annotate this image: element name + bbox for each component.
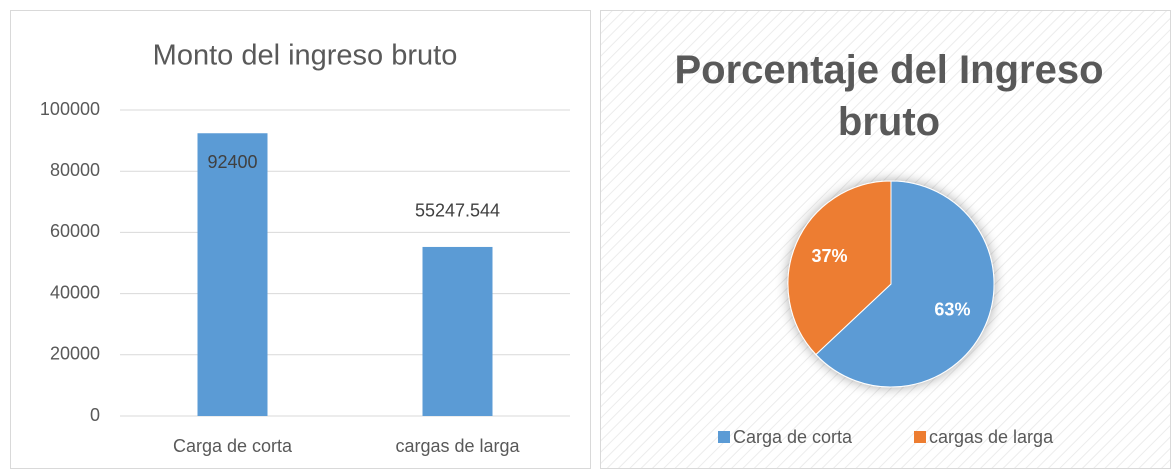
y-tick-label: 100000 [40, 99, 100, 119]
pie-slice [787, 180, 892, 356]
bar [197, 133, 268, 417]
data-label: 92400 [207, 152, 257, 172]
data-label: 37% [812, 246, 848, 266]
pie-slice [815, 180, 995, 388]
bar-panel [10, 10, 591, 469]
data-label: 63% [934, 299, 970, 319]
y-tick-label: 60000 [50, 221, 100, 241]
legend-swatch [718, 431, 730, 443]
data-label: 55247.544 [415, 201, 500, 221]
pie [787, 180, 995, 388]
x-tick-label: Carga de corta [173, 436, 293, 456]
y-tick-label: 80000 [50, 160, 100, 180]
x-tick-label: cargas de larga [395, 436, 520, 456]
legend-label: cargas de larga [929, 427, 1054, 447]
legend-swatch [914, 431, 926, 443]
legend-label: Carga de corta [733, 427, 853, 447]
pie-title: Porcentaje del Ingreso bruto [674, 48, 1104, 144]
y-tick-label: 0 [90, 405, 100, 425]
bar [422, 246, 493, 416]
bar-title: Monto del ingreso bruto [153, 40, 458, 72]
y-tick-label: 20000 [50, 344, 100, 364]
y-tick-label: 40000 [50, 282, 100, 302]
